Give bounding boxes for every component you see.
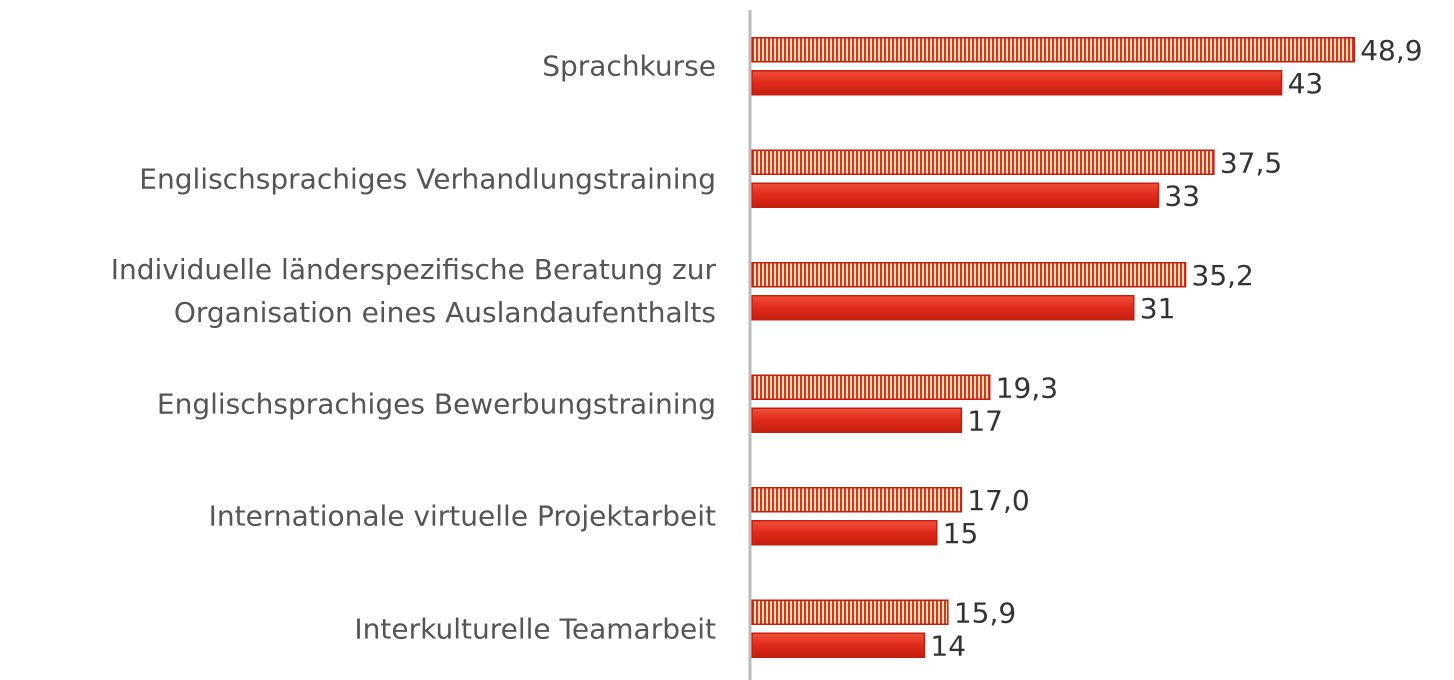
value-label: 43 xyxy=(1288,67,1324,100)
bar xyxy=(751,37,1355,63)
bar xyxy=(751,182,1160,208)
category-label: Individuelle länderspezifische Beratung … xyxy=(110,253,716,330)
bar xyxy=(751,262,1187,288)
bar xyxy=(751,407,963,433)
value-label: 31 xyxy=(1140,292,1176,325)
category-label: Sprachkurse xyxy=(542,49,716,83)
bar xyxy=(751,149,1215,175)
category-label: Englischsprachiges Bewerbungstraining xyxy=(156,387,716,421)
value-label: 15,9 xyxy=(954,596,1016,629)
value-label: 37,5 xyxy=(1220,146,1282,179)
value-label: 15 xyxy=(943,517,979,550)
bar xyxy=(751,632,926,658)
value-label: 17,0 xyxy=(967,484,1029,517)
value-label: 48,9 xyxy=(1360,34,1422,67)
bar xyxy=(751,487,963,513)
category-label: Englischsprachiges Verhandlungstraining xyxy=(139,162,716,196)
bar xyxy=(751,295,1135,321)
bar xyxy=(751,70,1283,96)
bar xyxy=(751,520,938,546)
value-label: 35,2 xyxy=(1192,259,1254,292)
bar xyxy=(751,374,991,400)
bar xyxy=(751,599,949,625)
category-label: Interkulturelle Teamarbeit xyxy=(354,612,716,646)
value-label: 17 xyxy=(967,404,1003,437)
value-label: 19,3 xyxy=(996,371,1058,404)
value-label: 14 xyxy=(930,629,966,662)
value-label: 33 xyxy=(1164,179,1200,212)
category-label: Internationale virtuelle Projektarbeit xyxy=(208,499,716,533)
